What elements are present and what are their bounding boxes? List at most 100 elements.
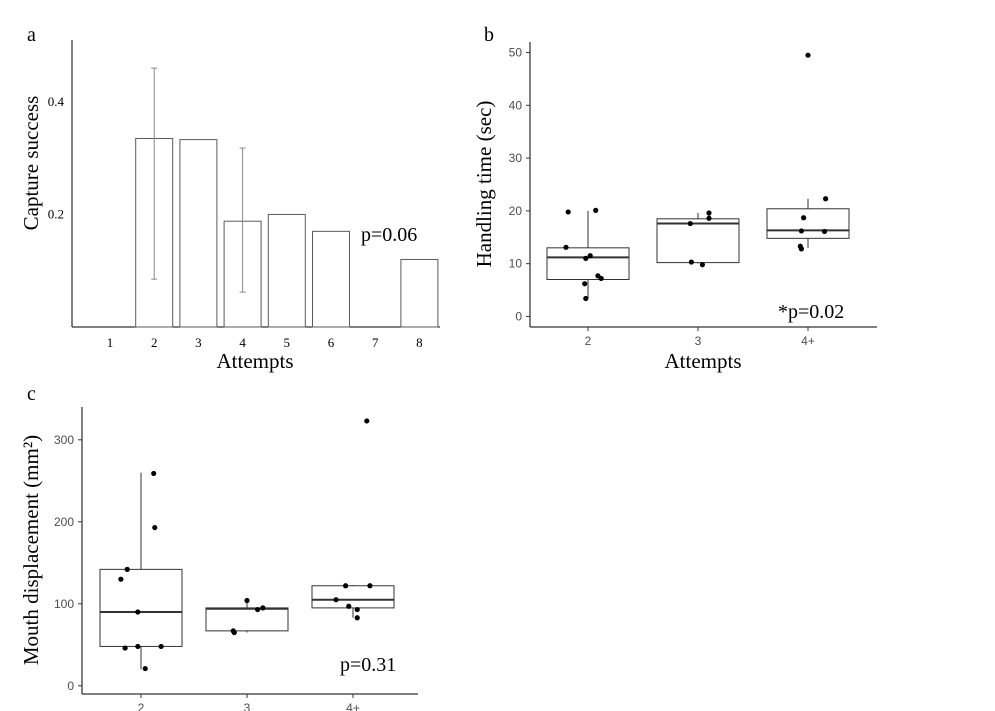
x-tick-label: 4+ (801, 334, 815, 348)
x-tick-label: 3 (244, 701, 251, 711)
data-point (563, 244, 569, 250)
x-tick-label: 7 (372, 335, 379, 350)
data-point (688, 259, 695, 265)
data-point (598, 275, 604, 282)
y-tick-label: 0 (515, 309, 522, 323)
data-point (354, 606, 360, 613)
x-tick-label: 3 (195, 335, 202, 350)
data-point (805, 52, 811, 58)
x-tick-label: 2 (151, 335, 158, 350)
y-tick-label: 100 (54, 597, 74, 611)
box-body (766, 208, 850, 239)
bar-6 (312, 230, 350, 328)
data-point (151, 470, 157, 477)
panel-a-bar-chart: 0.2 0.4 1 2 3 4 5 6 7 8 Attempts Capture success… (19, 40, 440, 373)
y-tick-label: 0 (67, 679, 74, 693)
data-point (244, 597, 250, 604)
data-point (582, 281, 588, 287)
panel-b-x-ticks: 2 3 4+ (585, 327, 815, 348)
panel-a-label: a (27, 24, 36, 46)
y-tick-label: 0.2 (48, 206, 64, 221)
x-tick-label: 5 (284, 335, 291, 350)
panel-b-label: b (484, 24, 494, 46)
panel-c-y-ticks: 0 100 200 300 (54, 433, 82, 693)
panel-b-y-axis-title: Handling time (sec) (472, 101, 496, 268)
x-tick-label: 4 (239, 335, 246, 350)
data-point (231, 629, 237, 636)
data-point (260, 605, 266, 611)
panel-a-x-axis-title: Attempts (217, 349, 294, 373)
panel-b-boxes (546, 198, 850, 298)
panel-b-p-value: *p=0.02 (778, 301, 844, 323)
data-point (706, 210, 712, 216)
data-point (354, 615, 360, 621)
data-point (158, 643, 164, 650)
panel-c-label: c (27, 383, 36, 405)
error-bar-2 (151, 67, 158, 280)
y-tick-label: 50 (509, 46, 523, 60)
data-point (706, 215, 712, 221)
data-point (798, 228, 805, 234)
data-point (342, 583, 349, 589)
data-point (346, 603, 352, 609)
box-2 (99, 472, 183, 670)
y-tick-label: 300 (54, 433, 74, 447)
data-point (367, 583, 373, 589)
panel-c-points (118, 418, 373, 672)
y-tick-label: 40 (509, 98, 523, 112)
data-point (821, 228, 828, 235)
data-point (798, 246, 805, 252)
data-point (333, 597, 339, 603)
panel-c-boxes (99, 472, 395, 670)
panel-b-box-plot: 0 10 20 30 40 50 2 3 4+ Attempts Handling time … (472, 42, 877, 373)
box-body (205, 607, 289, 632)
data-point (583, 255, 589, 261)
data-point (565, 209, 571, 215)
y-tick-label: 10 (509, 257, 523, 271)
error-bar-4 (239, 147, 246, 293)
data-point (823, 196, 829, 202)
y-tick-label: 20 (509, 204, 523, 218)
data-point (118, 576, 124, 582)
data-point (135, 643, 141, 650)
data-point (587, 253, 593, 259)
data-point (122, 645, 128, 651)
box-body (656, 218, 740, 264)
data-point (124, 566, 130, 572)
panel-b-points (563, 52, 829, 302)
x-tick-label: 1 (107, 335, 114, 350)
x-tick-label: 2 (138, 701, 145, 711)
x-tick-label: 8 (416, 335, 423, 350)
panel-c-box-plot: 0 100 200 300 2 3 4+ Mouth displacement (mm²)… (19, 407, 418, 711)
data-point (152, 524, 158, 531)
panel-b-y-ticks: 0 10 20 30 40 50 (509, 46, 530, 323)
panel-c-y-axis-title: Mouth displacement (mm²) (19, 435, 43, 665)
panel-c-p-value: p=0.31 (340, 654, 396, 676)
panel-a-bars (91, 137, 439, 328)
x-tick-label: 4+ (346, 701, 360, 711)
y-tick-label: 200 (54, 515, 74, 529)
data-point (364, 418, 370, 424)
x-tick-label: 2 (585, 334, 592, 348)
y-tick-label: 0.4 (48, 94, 65, 109)
data-point (583, 295, 589, 302)
box-body (99, 568, 183, 647)
panel-a-error-bars (151, 67, 246, 293)
box-4+ (311, 584, 395, 618)
bar-3 (179, 139, 218, 328)
data-point (255, 606, 261, 613)
panel-a-y-ticks: 0.2 0.4 (48, 94, 65, 222)
x-tick-label: 6 (328, 335, 335, 350)
box-4+ (766, 198, 850, 248)
data-point (687, 220, 693, 227)
bar-5 (267, 213, 306, 328)
x-tick-label: 3 (695, 334, 702, 348)
panel-a-p-value: p=0.06 (361, 224, 417, 246)
box-body (311, 585, 395, 609)
box-body (546, 247, 630, 280)
data-point (593, 207, 599, 213)
data-point (699, 262, 706, 268)
data-point (801, 215, 807, 221)
y-tick-label: 30 (509, 151, 523, 165)
